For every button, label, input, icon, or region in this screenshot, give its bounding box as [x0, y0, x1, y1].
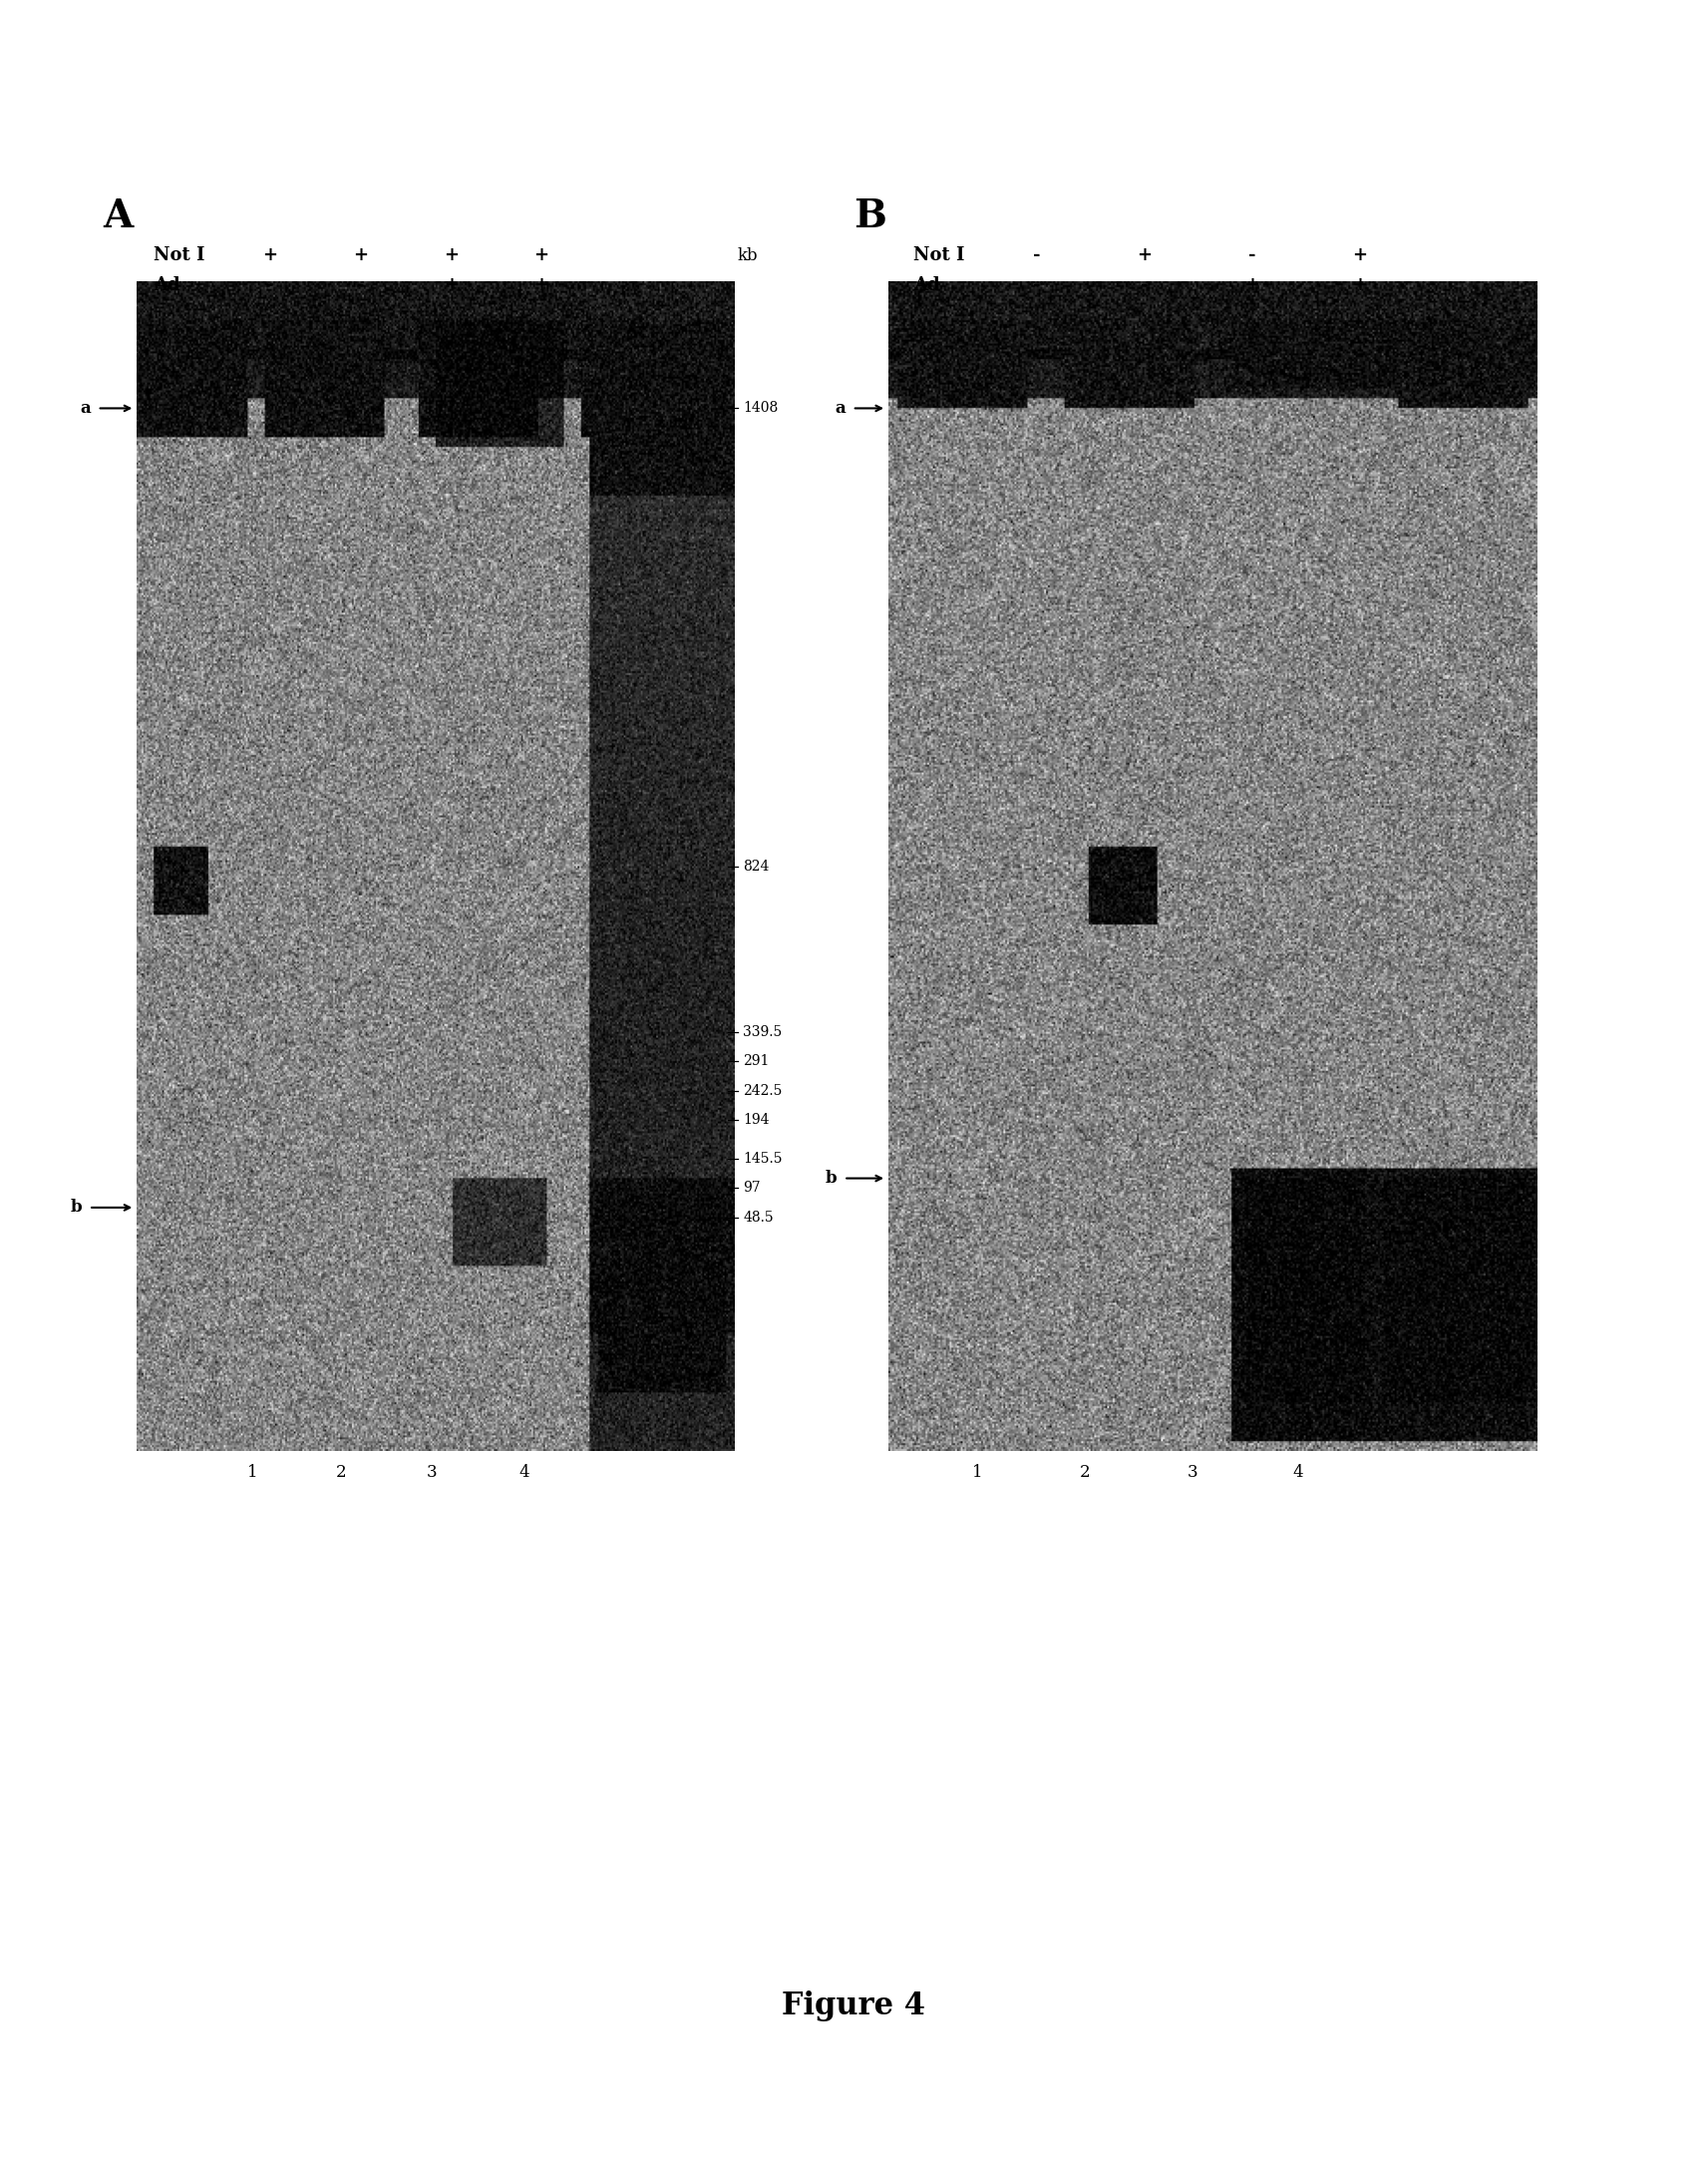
Text: A: A [102, 197, 133, 236]
Text: 145.5: 145.5 [743, 1152, 782, 1165]
Text: Ad: Ad [914, 277, 941, 295]
Text: Ad: Ad [154, 277, 181, 295]
Text: 194: 194 [743, 1113, 769, 1126]
Text: b: b [70, 1200, 82, 1215]
Text: a: a [835, 401, 845, 416]
Text: 1: 1 [248, 1464, 258, 1482]
Text: 1408: 1408 [743, 401, 779, 416]
Text: +: + [1245, 277, 1259, 295]
Text: Not I: Not I [914, 247, 965, 264]
Text: 3: 3 [1187, 1464, 1197, 1482]
Text: -: - [357, 277, 364, 295]
Text: -: - [1249, 247, 1255, 264]
Text: -: - [1033, 247, 1040, 264]
Text: 3: 3 [427, 1464, 437, 1482]
Text: +: + [444, 277, 458, 295]
Text: 2: 2 [1079, 1464, 1090, 1482]
Text: a: a [80, 401, 91, 416]
Text: 824: 824 [743, 860, 769, 873]
Text: 242.5: 242.5 [743, 1083, 782, 1098]
Text: +: + [535, 277, 548, 295]
Text: +: + [444, 247, 458, 264]
Text: kb: kb [738, 247, 758, 264]
Text: Not I: Not I [154, 247, 205, 264]
Text: 2: 2 [336, 1464, 347, 1482]
Text: -: - [266, 277, 273, 295]
Text: B: B [854, 197, 886, 236]
Text: 97: 97 [743, 1180, 760, 1196]
Text: 291: 291 [743, 1055, 769, 1068]
Text: 4: 4 [519, 1464, 529, 1482]
Text: +: + [263, 247, 277, 264]
Text: 339.5: 339.5 [743, 1025, 782, 1040]
Text: 1: 1 [972, 1464, 982, 1482]
Text: b: b [825, 1170, 837, 1187]
Text: Figure 4: Figure 4 [782, 1991, 926, 2021]
Text: 48.5: 48.5 [743, 1211, 774, 1224]
Text: +: + [1138, 247, 1151, 264]
Text: +: + [1353, 247, 1366, 264]
Text: -: - [1033, 277, 1040, 295]
Text: +: + [535, 247, 548, 264]
Text: -: - [1141, 277, 1148, 295]
Text: 4: 4 [1293, 1464, 1303, 1482]
Text: +: + [354, 247, 367, 264]
Text: +: + [1353, 277, 1366, 295]
